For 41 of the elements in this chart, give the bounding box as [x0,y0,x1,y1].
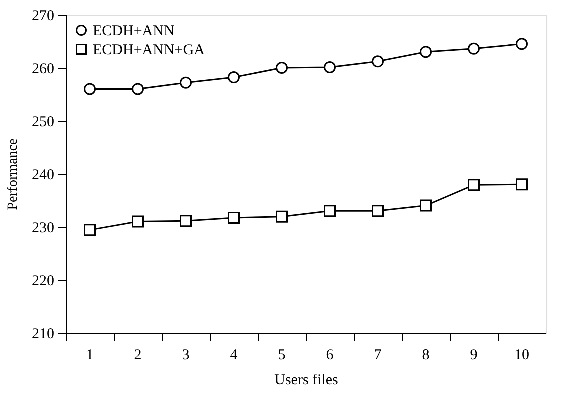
x-tick-label: 2 [134,348,142,364]
x-tick-label: 10 [514,348,530,364]
point [420,46,432,58]
point [228,212,240,224]
x-tick-label: 3 [182,348,190,364]
y-tick-label: 250 [32,114,54,130]
x-tick-label: 5 [278,348,286,364]
x-tick-label: 1 [86,348,94,364]
point [276,62,288,74]
point [468,42,480,55]
y-tick-label: 240 [32,168,54,184]
legend-label: ECDH+ANN+GA [93,42,206,58]
x-tick-label: 7 [374,348,382,364]
x-axis-title: Users files [274,372,339,388]
legend-label: ECDH+ANN [93,24,175,40]
y-tick-label: 260 [32,62,54,78]
point [516,38,528,50]
point [180,215,192,228]
point [372,205,384,218]
point [516,178,528,191]
x-tick-label: 6 [326,348,334,364]
y-tick-label: 210 [32,326,54,342]
point [132,83,144,96]
point [84,83,96,96]
point [420,200,432,212]
x-tick-label: 9 [470,348,478,364]
point [324,61,336,74]
y-tick-label: 270 [32,8,54,24]
point [468,179,480,192]
y-tick-label: 220 [32,274,54,290]
point [84,224,96,236]
x-tick-label: 8 [422,348,430,364]
point [132,216,144,228]
point [228,72,240,84]
y-tick-label: 230 [32,220,54,236]
point [324,205,336,218]
point [180,76,192,89]
y-axis-title: Performance [6,138,21,210]
x-tick-label: 4 [230,348,238,364]
point [276,210,288,223]
point [372,56,384,68]
